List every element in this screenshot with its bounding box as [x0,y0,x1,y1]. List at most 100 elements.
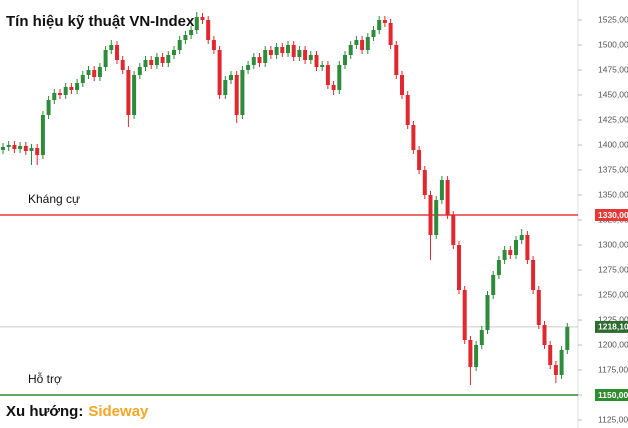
trend-text: Xu hướng: Sideway [6,403,149,420]
candle-body [211,40,216,50]
y-tick-label: 1525,00 [598,14,628,24]
price-tag-label: 1218,10 [598,322,628,332]
y-tick-label: 1450,00 [598,89,628,99]
y-tick-label: 1200,00 [598,339,628,349]
candle-body [451,215,456,245]
candle-body [18,146,23,149]
level-name: Kháng cự [28,192,80,206]
candle-body [331,85,336,90]
y-tick-label: 1475,00 [598,64,628,74]
candle-body [257,57,262,63]
candle-body [35,148,40,155]
candle-body [103,50,108,67]
candle-body [348,45,353,55]
candle-body [542,325,547,345]
candle-body [23,146,28,151]
candle-body [553,365,558,375]
y-tick-label: 1225,00 [598,314,628,324]
candle-body [115,45,119,60]
candle-body [559,350,564,375]
candle-body [400,75,404,95]
y-tick-label: 1350,00 [598,189,628,199]
candle-body [137,67,142,75]
candle-body [234,75,239,115]
level-name: Hỗ trợ [28,371,62,386]
candle-body [457,245,461,290]
trend-value: Sideway [88,403,149,420]
candle-body [229,75,233,80]
candle-body [52,93,57,100]
candle-body [29,148,34,151]
candle-body [325,65,330,85]
candle-body [382,20,387,23]
candle-body [126,70,131,115]
y-tick-label: 1400,00 [598,139,628,149]
candle-body [246,65,251,70]
candle-body [531,260,536,290]
candle-body [405,95,410,125]
y-tick-label: 1250,00 [598,289,628,299]
candle-body [365,37,370,50]
candle-body [280,47,285,53]
candle-body [491,275,496,295]
candle-body [160,57,165,63]
candle-body [439,180,444,200]
candle-body [354,40,359,45]
candle-body [360,40,365,50]
candle-body [166,55,171,63]
candle-body [479,330,484,345]
candle-body [132,75,137,115]
candle-body [154,57,159,65]
candle-body [200,17,205,20]
candle-body [1,147,5,150]
candle-body [519,235,524,240]
candle-body [189,30,194,35]
candle-body [109,45,114,50]
candle-body [303,50,308,60]
candle-body [183,35,188,40]
candle-body [514,240,518,255]
candle-body [502,250,507,260]
candle-body [548,345,553,365]
candle-body [485,295,490,330]
candle-body [525,235,530,260]
candle-body [268,50,273,55]
candle-body [314,55,319,67]
trend-label: Xu hướng: [6,403,83,420]
candle-body [308,55,313,60]
candle-body [320,65,325,67]
candle-body [120,60,125,70]
y-tick-label: 1375,00 [598,164,628,174]
candle-body [297,50,302,57]
candle-body [251,57,256,65]
y-tick-label: 1175,00 [598,364,628,374]
candle-body [468,340,473,367]
candle-body [291,45,296,57]
candle-body [240,70,245,115]
candle-body [172,50,176,55]
candle-body [474,345,479,367]
y-tick-label: 1275,00 [598,264,628,274]
candle-body [63,87,68,95]
price-tag [595,209,628,221]
candle-body [194,17,199,30]
candle-body [69,87,74,90]
candle-body [58,93,62,95]
y-tick-label: 1500,00 [598,39,628,49]
candle-body [143,60,148,67]
price-tag [595,389,628,401]
candle-body [394,45,399,75]
chart-title: Tín hiệu kỹ thuật VN-Index [6,13,195,30]
candle-body [206,20,211,40]
candle-body [177,40,182,50]
candle-body [217,50,222,95]
candle-body [46,100,51,115]
candle-body [417,150,422,170]
candle-body [86,70,91,75]
candle-body [337,65,342,90]
candle-body [92,70,97,77]
candle-body [223,80,228,95]
candle-body [462,290,467,340]
candle-body [428,195,433,235]
